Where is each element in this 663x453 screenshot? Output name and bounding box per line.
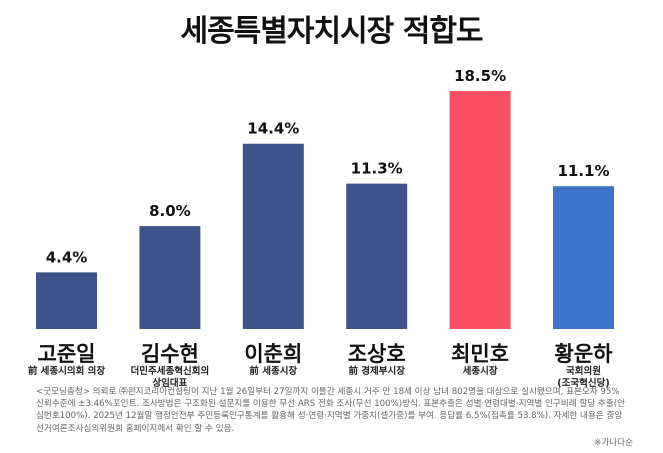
bar-4 <box>346 183 408 329</box>
bar-2 <box>139 226 201 329</box>
candidate-name: 김수현 <box>141 342 199 366</box>
candidate-name: 고준일 <box>38 342 96 366</box>
value-label: 14.4% <box>247 120 299 138</box>
bar-1 <box>36 272 97 329</box>
value-label: 4.4% <box>46 248 88 266</box>
candidate-name: 이춘희 <box>244 342 302 366</box>
bar-6 <box>553 186 614 329</box>
candidate-name: 황운하 <box>555 342 614 366</box>
candidate-position: 더민주세종혁신회의 상임대표 <box>131 365 210 389</box>
value-label: 8.0% <box>149 202 191 220</box>
survey-footnote: <굿모닝충청> 의뢰로 ㈜윈지코리아컨설팅이 지난 1월 26일부터 27일까지… <box>36 387 625 434</box>
bar-5 <box>449 91 511 329</box>
candidate-position: 세종시장 <box>463 365 498 377</box>
value-label: 11.3% <box>351 160 403 178</box>
value-label: 11.1% <box>557 162 609 180</box>
candidate-position: 前 세종시의회 의장 <box>28 365 106 377</box>
candidate-position: 前 경제부시장 <box>348 365 405 377</box>
candidate-position: 국회의원 (조국혁신당) <box>557 365 609 389</box>
candidate-name: 조상호 <box>348 342 406 366</box>
bar-3 <box>242 143 304 329</box>
candidate-position: 前 세종시장 <box>249 365 297 377</box>
value-label: 18.5% <box>454 67 506 85</box>
chart-title: 세종특별자치시장 적합도 <box>180 14 483 49</box>
candidate-name: 최민호 <box>451 342 509 366</box>
order-note: ※가나다순 <box>594 438 633 448</box>
